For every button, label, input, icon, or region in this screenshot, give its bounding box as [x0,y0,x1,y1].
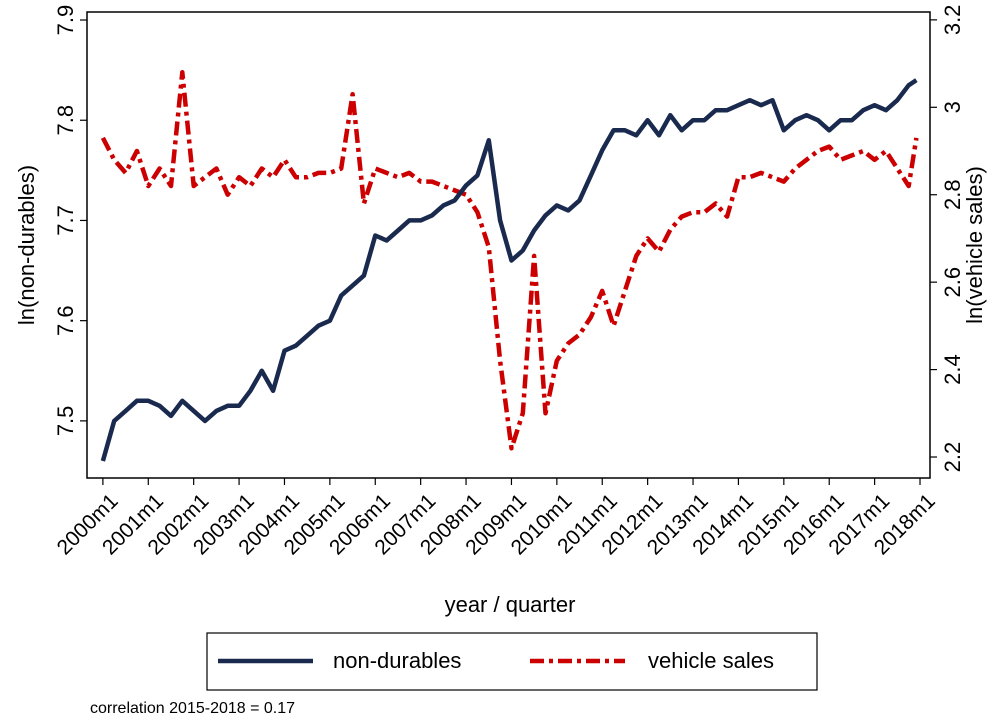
y-axis-title: ln(non-durables) [14,165,39,325]
y-tick-label: 7.8 [53,105,78,136]
y-tick-label: 7.5 [53,406,78,437]
y-tick-label: 7.6 [53,305,78,336]
series-line [100,78,918,462]
series-line [100,70,919,451]
x-axis-title: year / quarter [445,592,576,617]
plot-frame [86,11,931,479]
legend-label: vehicle sales [648,648,774,673]
y-tick-label: 7.9 [53,5,78,36]
y2-tick-label: 3 [940,101,965,113]
y2-tick-label: 2.2 [940,442,965,473]
y2-tick-label: 2.4 [940,354,965,385]
y2-tick-label: 3.2 [940,5,965,36]
annotation: correlation 2015-2018 = 0.17 [90,700,295,717]
y2-axis-title: ln(vehicle sales) [962,166,987,324]
legend-label: non-durables [333,648,461,673]
y2-tick-label: 2.6 [940,267,965,298]
y2-tick-label: 2.8 [940,179,965,210]
y-tick-label: 7.7 [53,205,78,236]
